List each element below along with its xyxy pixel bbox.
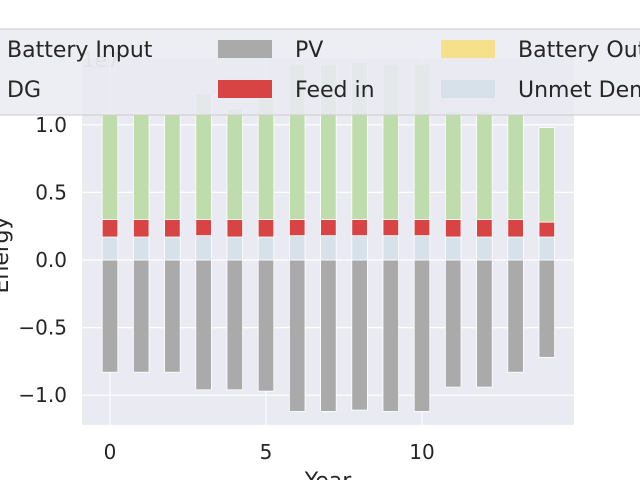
bar-segment	[132, 259, 150, 373]
bar-segment	[351, 235, 368, 261]
bar-segment	[538, 259, 556, 358]
x-tick-label: 0	[104, 440, 117, 464]
bar-segment	[132, 236, 150, 261]
bar-segment	[382, 235, 400, 261]
y-tick-label: 0.0	[35, 248, 67, 272]
y-tick-label: −0.5	[18, 316, 67, 340]
legend: Battery Input PV Battery Output DG Feed in Un…	[0, 28, 640, 116]
y-axis-label: Energy	[0, 216, 14, 293]
bar-segment	[257, 259, 275, 392]
legend-swatch	[441, 40, 495, 58]
ticks: 0 5 10 −1.0 −0.5 0.0 0.5 1.0	[18, 113, 434, 464]
bar-segment	[257, 236, 275, 261]
bar-segment	[226, 259, 244, 391]
bar-segment	[351, 219, 368, 237]
bar-segment	[507, 113, 524, 220]
bar-segment	[538, 127, 556, 223]
bar-segment	[507, 236, 524, 261]
bar-segment	[195, 235, 212, 261]
bar-segment	[413, 219, 431, 237]
bar-segment	[382, 219, 400, 237]
bar-segment	[538, 236, 556, 261]
bar-segment	[413, 235, 431, 261]
bar-segment	[288, 235, 306, 261]
bar-segment	[476, 236, 493, 261]
bar-segment	[288, 219, 306, 237]
bar-segment	[320, 235, 337, 261]
legend-label: Feed in	[295, 78, 375, 103]
bar-segment	[101, 259, 119, 373]
y-tick-label: 1.0	[35, 113, 67, 137]
bar-segment	[476, 219, 493, 238]
legend-label: DG	[7, 78, 41, 103]
bar-segment	[132, 113, 150, 220]
legend-label: Unmet Demand	[518, 78, 640, 103]
bar-segment	[101, 113, 119, 220]
legend-label: PV	[295, 38, 323, 63]
bar-segment	[351, 259, 368, 411]
bar-segment	[444, 259, 462, 388]
legend-label: Battery Input	[7, 38, 153, 63]
bar-segment	[164, 219, 181, 238]
bar-segment	[226, 236, 244, 261]
bar-segment	[382, 259, 400, 412]
bar-segment	[101, 219, 119, 238]
bar-segment	[413, 259, 431, 412]
legend-swatch	[441, 80, 495, 98]
bar-segment	[538, 221, 556, 238]
bar-segment	[164, 236, 181, 261]
bar-segment	[195, 259, 212, 391]
bar-segment	[257, 219, 275, 238]
bar-segment	[101, 236, 119, 261]
legend-swatch	[218, 80, 272, 98]
bar-segment	[320, 259, 337, 412]
bar-segment	[507, 219, 524, 238]
bar-segment	[132, 219, 150, 238]
bar-segment	[444, 219, 462, 238]
bar-segment	[195, 219, 212, 237]
bar-segment	[444, 110, 462, 220]
bar-segment	[507, 259, 524, 373]
bar-segment	[320, 219, 337, 237]
x-tick-label: 10	[409, 440, 434, 464]
bar-segment	[164, 113, 181, 220]
bar-segment	[444, 236, 462, 261]
bar-segment	[288, 259, 306, 412]
legend-swatch	[218, 40, 272, 58]
bar-segment	[476, 110, 493, 220]
bar-segment	[226, 219, 244, 238]
bar-segment	[164, 259, 181, 373]
x-tick-label: 5	[260, 440, 273, 464]
legend-box	[0, 28, 640, 116]
y-tick-label: −1.0	[18, 383, 67, 407]
y-tick-label: 0.5	[35, 180, 67, 204]
x-axis-label: Year	[304, 469, 353, 480]
legend-label: Battery Output	[518, 38, 640, 63]
bar-segment	[226, 108, 244, 220]
bar-segment	[476, 259, 493, 388]
